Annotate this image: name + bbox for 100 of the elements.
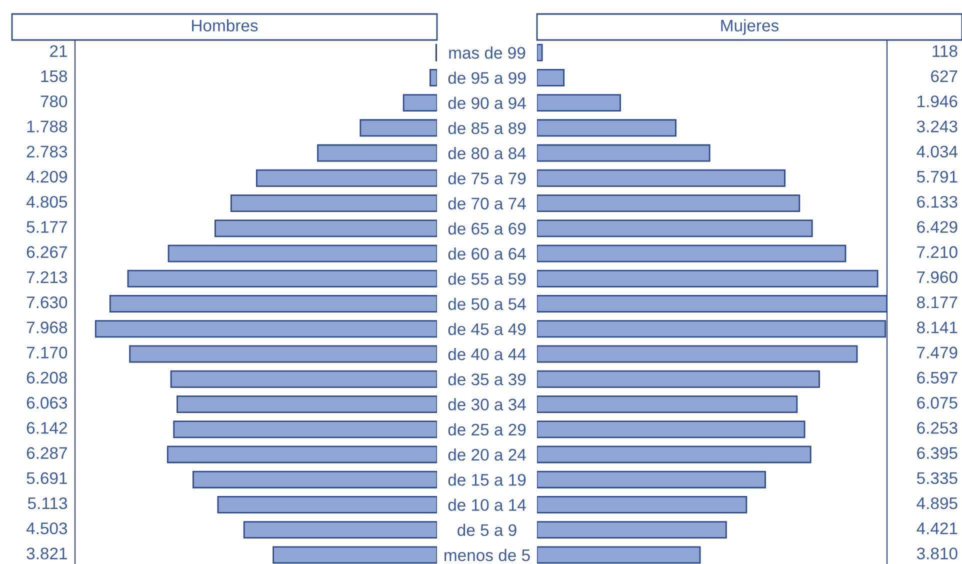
data-label: 4.421 [916,522,958,534]
data-label: 7.960 [917,271,958,284]
y-tick-label: de 65 a 69 [448,222,526,235]
bar [537,244,846,262]
data-label: 3.810 [916,548,958,560]
data-label: 8.141 [917,322,958,334]
bar [127,270,437,288]
data-label: 6.287 [26,447,67,459]
data-label: 4.805 [26,196,68,208]
data-label: 5.113 [28,497,68,510]
bar [537,194,800,212]
y-tick-label: de 75 a 79 [448,172,526,184]
bar [537,169,786,187]
y-tick-label: de 90 a 94 [448,96,526,109]
data-label: 5.177 [26,221,67,233]
bar [176,395,437,413]
bar [272,546,437,564]
bar [94,320,437,338]
y-tick-label: de 50 a 54 [448,298,526,310]
data-label: 6.063 [26,396,68,409]
chart-title: Hombres [192,19,258,32]
data-label: 21 [50,45,67,57]
y-tick-label: de 10 a 14 [448,498,526,511]
bar [537,119,676,137]
data-label: 6.253 [917,422,958,434]
data-label: 6.133 [917,196,958,208]
y-tick-label: de 15 a 19 [448,474,526,486]
data-label: 780 [40,95,68,108]
data-label: 7.479 [917,346,958,358]
y-tick-label: de 30 a 34 [448,398,526,410]
y-tick-label: de 20 a 24 [448,448,526,461]
bar [166,446,437,464]
data-label: 4.503 [26,522,68,534]
data-label: 5.691 [26,472,67,484]
bar [360,119,437,137]
data-label: 6.267 [26,246,67,258]
data-label: 7.630 [26,296,68,308]
data-label: 5.791 [916,170,958,183]
data-label: 6.395 [917,447,958,459]
data-label: 6.075 [917,396,958,409]
bar [537,420,806,438]
data-label: 627 [931,70,958,82]
bar [217,496,437,514]
y-tick-label: de 25 a 29 [448,423,526,436]
data-label: 7.213 [26,271,68,284]
y-tick-label: de 35 a 39 [448,373,526,386]
data-label: 2.783 [26,146,68,158]
bar [256,169,437,187]
bar [109,295,437,312]
bar [430,68,437,86]
data-label: 7.968 [26,322,68,334]
bar [537,470,766,488]
chart-title: Mujeres [721,19,779,35]
data-label: 1.788 [27,120,68,132]
data-label: 5.335 [916,472,958,484]
bar [537,220,813,238]
bar [537,395,798,413]
y-tick-label: de 60 a 64 [448,247,526,260]
bar [170,370,437,388]
bar [243,521,437,539]
y-tick-label: menos de 5 [444,548,530,562]
bar [537,94,621,112]
bar [537,44,543,62]
bar [192,470,437,488]
data-label: 4.034 [916,146,958,158]
bar [129,345,437,363]
data-label: 6.208 [26,372,68,384]
bar [537,68,565,86]
y-tick-label: de 70 a 74 [448,197,526,210]
bar [537,521,727,539]
data-label: 158 [41,70,68,82]
bar [173,420,437,438]
data-label: 7.170 [26,346,68,358]
bar [537,446,812,464]
y-tick-label: de 40 a 44 [448,348,526,360]
bar [537,546,701,564]
bar [537,270,878,288]
bar [537,496,748,514]
y-tick-label: de 5 a 9 [458,524,516,536]
bar [537,345,858,363]
bar [214,220,437,238]
y-tick-label: de 80 a 84 [448,146,526,160]
data-label: 3.821 [26,548,67,560]
data-label: 6.142 [26,422,67,434]
data-label: 118 [932,45,958,58]
bar [402,94,437,112]
y-tick-label: de 95 a 99 [448,72,526,84]
y-tick-label: de 85 a 89 [448,122,526,134]
data-label: 1.946 [918,95,958,108]
data-label: 6.597 [917,372,958,384]
bar [317,144,437,162]
bar [537,370,820,388]
y-tick-label: de 45 a 49 [448,322,526,336]
y-tick-label: mas de 99 [449,46,526,59]
bar [537,144,710,162]
data-label: 8.177 [917,296,958,308]
bar [168,244,437,262]
y-tick-label: de 55 a 59 [448,272,526,285]
bar [230,194,437,212]
data-label: 3.243 [916,120,958,132]
